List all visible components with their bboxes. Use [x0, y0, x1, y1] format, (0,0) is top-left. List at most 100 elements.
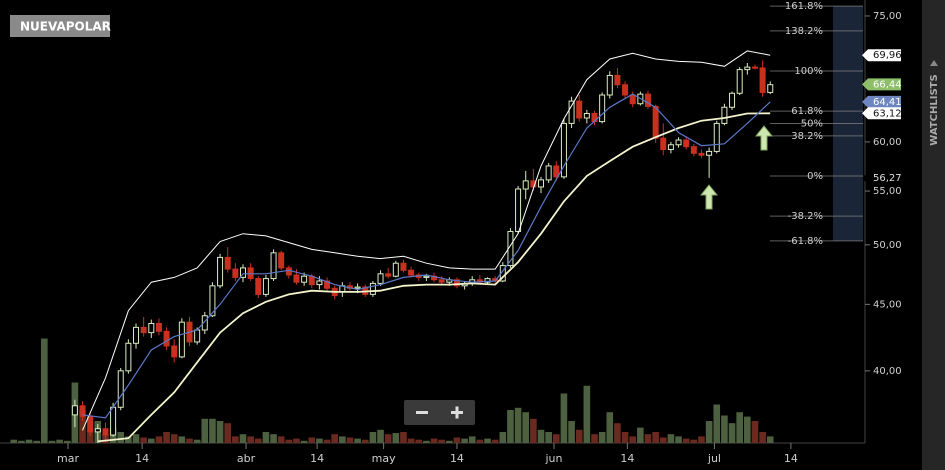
- candle-body: [125, 342, 132, 372]
- volume-bar: [155, 436, 163, 443]
- candle-body: [163, 330, 170, 347]
- x-tick-label: 14: [135, 452, 149, 465]
- volume-bar: [147, 438, 155, 443]
- candle-body: [530, 180, 537, 188]
- candle-body: [667, 144, 674, 151]
- volume-bar: [239, 434, 247, 443]
- volume-bar: [598, 432, 606, 443]
- volume-bar: [659, 437, 667, 443]
- candle-body: [369, 282, 376, 295]
- candle-body: [408, 269, 415, 276]
- candle-body: [683, 139, 690, 148]
- candle-body: [706, 150, 713, 156]
- candle-body: [285, 267, 292, 276]
- candle-body: [614, 74, 621, 86]
- candle-body: [117, 370, 124, 408]
- volume-bar: [453, 437, 461, 443]
- volume-bar: [25, 439, 33, 443]
- volume-bar: [430, 438, 438, 443]
- volume-bar: [552, 434, 560, 443]
- candle-body: [354, 286, 361, 289]
- candle-body: [606, 74, 613, 96]
- candle-body: [438, 279, 445, 283]
- volume-bar: [545, 432, 552, 443]
- candle-body: [392, 262, 399, 277]
- overlay-line: [82, 93, 771, 419]
- price-marker: [862, 95, 901, 108]
- volume-bar: [117, 432, 125, 443]
- volume-bar: [591, 434, 598, 443]
- candle-body: [652, 105, 659, 139]
- volume-bar: [400, 432, 407, 443]
- volume-bar: [667, 434, 675, 443]
- volume-bar: [270, 434, 277, 443]
- x-tick-label: abr: [237, 452, 256, 465]
- candle-body: [155, 322, 162, 332]
- candle-body: [568, 100, 575, 124]
- volume-bar: [346, 437, 354, 443]
- volume-bar: [125, 436, 132, 443]
- fib-label: 50%: [801, 118, 823, 129]
- candle-body: [713, 122, 720, 152]
- symbol-box[interactable]: [10, 15, 110, 37]
- volume-bar: [18, 440, 25, 443]
- candle-body: [110, 406, 117, 436]
- price-marker-label: 64,41: [873, 97, 902, 108]
- volume-bar: [690, 439, 698, 443]
- watchlists-label: WATCHLISTS: [929, 74, 940, 145]
- candle-body: [217, 256, 224, 287]
- candle-body: [278, 252, 285, 269]
- volume-bar: [140, 437, 147, 443]
- volume-bar: [522, 412, 530, 443]
- volume-bar: [721, 415, 728, 443]
- volume-bar: [56, 439, 63, 443]
- volume-bar: [476, 439, 484, 443]
- price-marker-label: 66,44: [873, 79, 902, 90]
- volume-bar: [331, 434, 338, 443]
- volume-bar: [132, 434, 140, 443]
- volume-bar: [224, 423, 232, 443]
- watchlists-tab[interactable]: [922, 0, 945, 470]
- candle-body: [133, 326, 140, 344]
- candle-body: [538, 179, 545, 188]
- price-marker-label: 69,96: [873, 50, 902, 61]
- price-marker-label: 63,12: [873, 108, 902, 119]
- volume-bar: [507, 410, 514, 443]
- volume-bar: [48, 440, 56, 443]
- candle-body: [194, 329, 201, 343]
- candle-body: [576, 100, 583, 119]
- y-tick-label: 60,00: [873, 137, 902, 148]
- x-tick-label: may: [372, 452, 396, 465]
- symbol: NUEVAPOLAR: [20, 20, 111, 34]
- volume-bar: [621, 432, 629, 443]
- y-tick-label: 45,00: [873, 299, 902, 310]
- volume-bar: [499, 432, 507, 443]
- fib-panel: 161.8% 138.2% 100% 61.8%50% 38.2% 0% -38.2% -61…: [770, 1, 863, 247]
- volume-bar: [614, 423, 621, 443]
- y-tick-label: 50,00: [873, 240, 902, 251]
- volume-bar: [491, 439, 499, 443]
- candle-body: [423, 275, 430, 278]
- candle-body: [377, 273, 384, 284]
- fib-label: 100%: [794, 66, 823, 77]
- candle-body: [385, 273, 392, 277]
- volume-bar: [759, 432, 766, 443]
- candle-body: [301, 275, 308, 283]
- candle-body: [721, 106, 728, 124]
- y-tick-label: 40,00: [873, 366, 902, 377]
- volume-bar: [377, 429, 384, 443]
- candle-body: [515, 188, 522, 232]
- volume-bar: [514, 407, 522, 443]
- volume-bar: [163, 432, 170, 443]
- overlay-line: [97, 112, 771, 443]
- volume-bar: [484, 438, 491, 443]
- candle-body: [87, 415, 94, 433]
- candle-body: [178, 321, 185, 358]
- fib-label: -61.8%: [788, 236, 823, 247]
- fib-label: 138.2%: [785, 26, 823, 37]
- volume-bar: [629, 436, 637, 443]
- volume-bar: [705, 421, 713, 443]
- fib-label: 38.2%: [791, 131, 823, 142]
